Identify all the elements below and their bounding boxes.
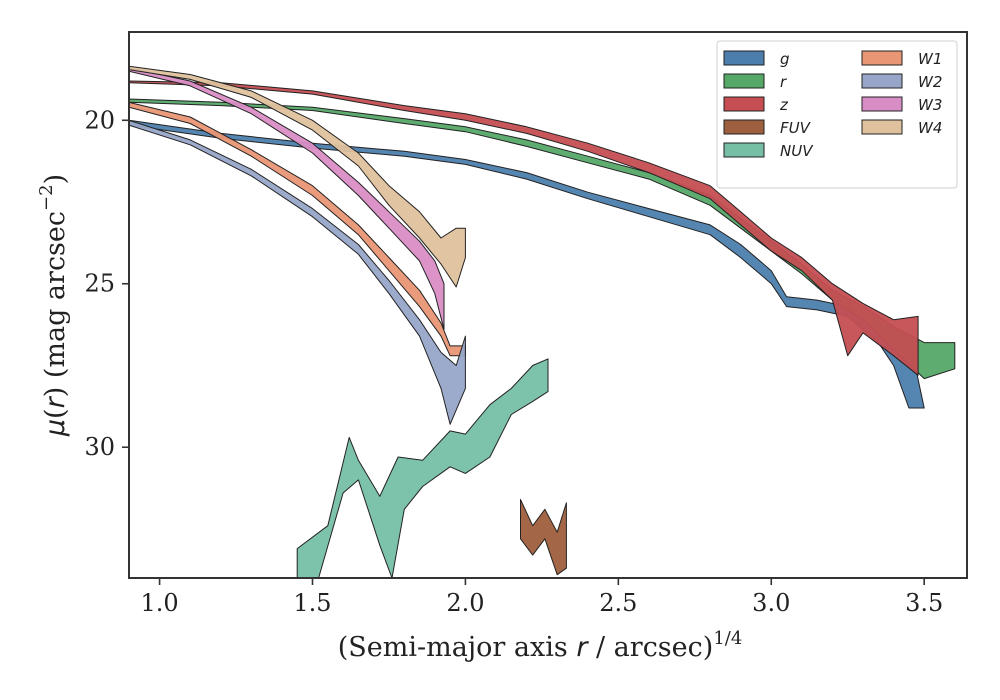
legend-swatch-r bbox=[723, 73, 765, 89]
y-tick-label: 20 bbox=[84, 106, 115, 134]
series-band-fuv bbox=[520, 499, 567, 576]
x-tick-label: 2.5 bbox=[599, 589, 637, 617]
y-axis-label-open: ( bbox=[40, 408, 71, 419]
legend: grz FUV NUV W1 W2 W3 W4 bbox=[716, 40, 958, 189]
legend-label-w3: W3 bbox=[918, 96, 942, 114]
legend-label-z: z bbox=[779, 96, 789, 114]
y-axis-label-close: ) bbox=[40, 174, 71, 185]
y-axis-label: μ(r) (mag arcsec−2) bbox=[36, 174, 71, 437]
legend-swatch-z bbox=[723, 96, 765, 112]
series-band-nuv bbox=[296, 358, 549, 578]
legend-label-g: g bbox=[780, 50, 790, 68]
y-axis-label-rest: ) (mag arcsec bbox=[40, 211, 71, 397]
legend-swatch-fuv bbox=[723, 119, 765, 135]
series-band-w4 bbox=[129, 65, 466, 288]
y-tick-label: 30 bbox=[84, 433, 115, 461]
series-band-w3 bbox=[129, 67, 445, 330]
y-tick-label: 25 bbox=[84, 270, 115, 298]
x-axis-label-suffix: / arcsec) bbox=[587, 632, 713, 663]
x-axis-label-prefix: (Semi-major axis bbox=[338, 632, 577, 663]
x-tick-label: 1.5 bbox=[293, 589, 331, 617]
series-band-w2 bbox=[129, 119, 466, 425]
legend-swatch-w4 bbox=[861, 119, 903, 135]
series-band-r bbox=[129, 98, 956, 380]
x-axis-label-var: r bbox=[576, 632, 589, 663]
legend-swatch-w1 bbox=[861, 50, 903, 66]
x-tick-label: 2.0 bbox=[446, 589, 484, 617]
legend-label-fuv: FUV bbox=[780, 119, 812, 137]
y-axis-label-exponent: −2 bbox=[36, 184, 57, 211]
legend-label-w2: W2 bbox=[918, 73, 942, 91]
legend-entries: grz FUV NUV W1 W2 W3 W4 bbox=[723, 50, 942, 160]
x-tick-label: 3.5 bbox=[905, 589, 943, 617]
y-axis-ticks: 20 25 30 bbox=[84, 106, 129, 461]
x-axis-label-exponent: 1/4 bbox=[713, 628, 742, 649]
legend-label-w4: W4 bbox=[918, 119, 942, 137]
legend-label-r: r bbox=[780, 73, 787, 91]
series-band-z bbox=[129, 80, 919, 376]
x-tick-label: 3.0 bbox=[752, 589, 790, 617]
legend-swatch-w3 bbox=[861, 96, 903, 112]
legend-swatch-nuv bbox=[723, 142, 765, 158]
y-axis-label-var: r bbox=[40, 395, 71, 408]
legend-swatch-g bbox=[723, 50, 765, 66]
legend-label-w1: W1 bbox=[918, 50, 942, 68]
series-band-g bbox=[129, 119, 925, 409]
plot-frame bbox=[128, 31, 968, 579]
x-axis-label: (Semi-major axis r / arcsec)1/4 bbox=[338, 628, 743, 663]
legend-label-nuv: NUV bbox=[780, 142, 814, 160]
x-tick-label: 1.0 bbox=[140, 589, 178, 617]
y-axis-label-mu: μ bbox=[40, 419, 71, 437]
legend-swatch-w2 bbox=[861, 73, 903, 89]
x-axis-ticks: 1.0 1.5 2.0 2.5 3.0 3.5 bbox=[140, 578, 943, 617]
series-layer bbox=[129, 65, 956, 578]
